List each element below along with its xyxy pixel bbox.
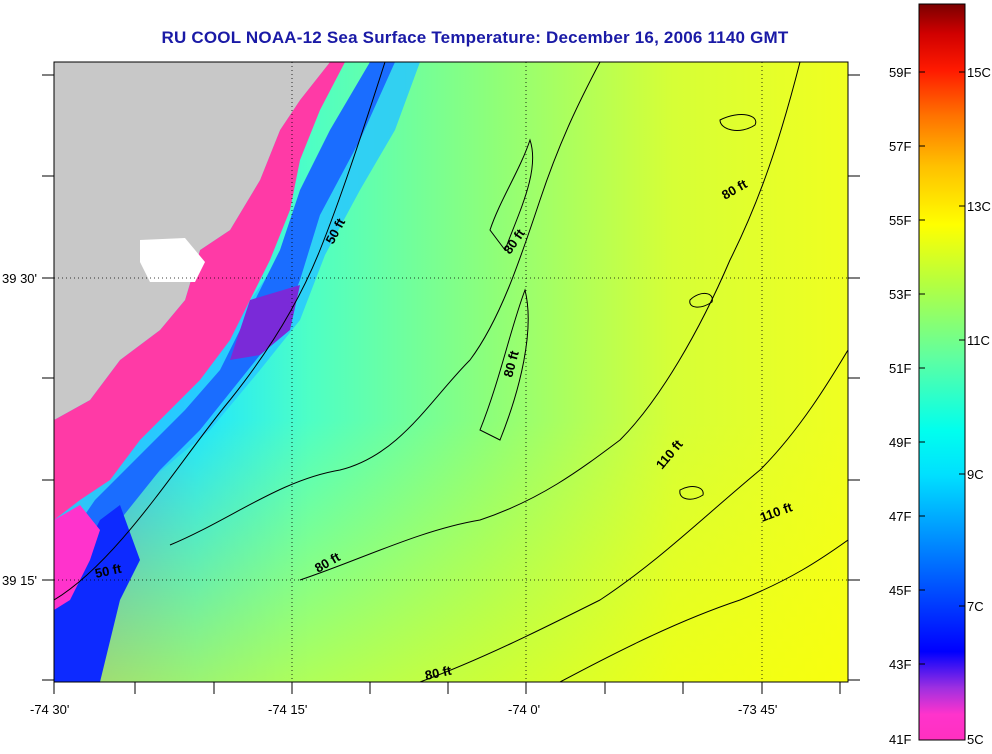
x-tick-label: -73 45' <box>738 702 777 717</box>
bathymetry-contours <box>54 62 848 682</box>
contour-label: 80 ft <box>424 663 454 683</box>
contour-label: 50 ft <box>94 561 124 581</box>
colorbar-f-label: 43F <box>889 657 911 672</box>
purple-patch <box>230 285 300 360</box>
colorbar-c-label: 5C <box>967 732 984 747</box>
colorbar-f-label: 53F <box>889 287 911 302</box>
x-tick-label: -74 30' <box>30 702 69 717</box>
colorbar-f-label: 59F <box>889 65 911 80</box>
colorbar-f-label: 51F <box>889 361 911 376</box>
map-frame <box>53 61 849 683</box>
blue-coastal-band <box>54 62 395 682</box>
cold-coastal-water <box>54 62 345 520</box>
colorbar-f-label: 41F <box>889 732 911 747</box>
deep-blue-patch <box>54 505 140 682</box>
colorbar-f-label: 47F <box>889 509 911 524</box>
colorbar-f-label: 55F <box>889 213 911 228</box>
colorbar-f-label: 49F <box>889 435 911 450</box>
land-mass <box>54 62 330 420</box>
ocean-warm-overlay <box>54 420 848 682</box>
inland-bay <box>140 238 205 282</box>
colorbar <box>918 3 966 741</box>
colorbar-ticks <box>919 71 965 665</box>
colorbar-c-label: 7C <box>967 599 984 614</box>
contour-label: 80 ft <box>500 348 522 378</box>
colorbar-f-label: 45F <box>889 583 911 598</box>
y-tick-label: 39 15' <box>2 573 37 588</box>
map-title: RU COOL NOAA-12 Sea Surface Temperature:… <box>161 28 789 47</box>
cold-inlet-water <box>54 505 100 610</box>
x-tick-label: -74 15' <box>268 702 307 717</box>
colorbar-c-label: 11C <box>967 333 990 348</box>
axis-ticks <box>42 74 860 694</box>
map-panel: 50 ft 80 ft 80 ft 80 ft 110 ft 110 ft 80… <box>54 62 848 683</box>
colorbar-c-label: 9C <box>967 467 984 482</box>
colorbar-f-label: 57F <box>889 139 911 154</box>
colorbar-c-label: 15C <box>967 65 991 80</box>
colorbar-c-label: 13C <box>967 199 991 214</box>
x-tick-label: -74 0' <box>508 702 540 717</box>
y-tick-label: 39 30' <box>2 271 37 286</box>
graticule <box>54 62 848 682</box>
